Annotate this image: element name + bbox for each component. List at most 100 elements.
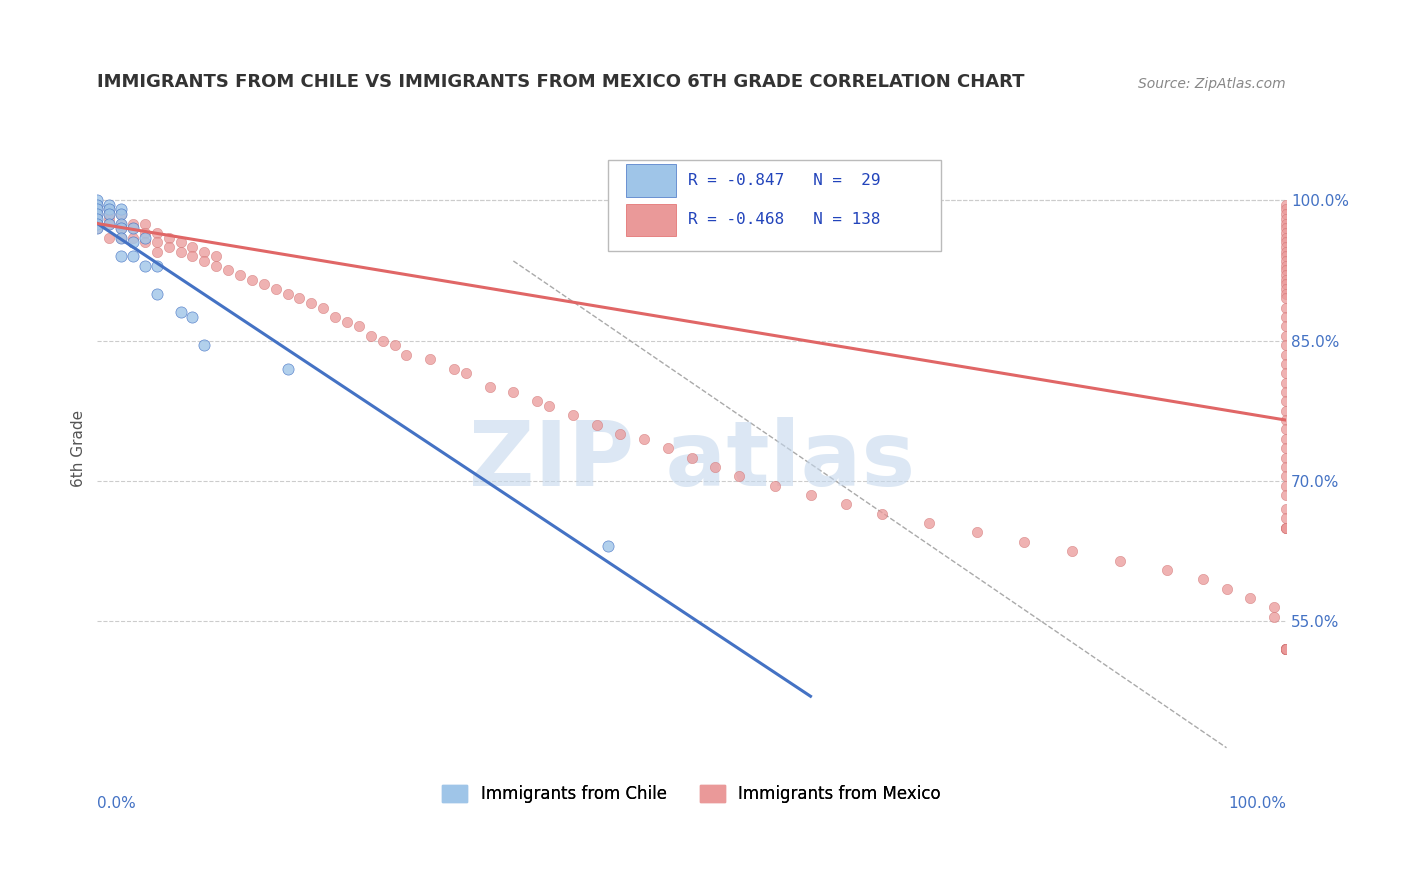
Point bbox=[86, 207, 108, 221]
Point bbox=[205, 259, 228, 273]
Point bbox=[312, 301, 335, 315]
Point bbox=[86, 207, 108, 221]
Point bbox=[1275, 478, 1298, 492]
Point bbox=[122, 235, 145, 250]
Point bbox=[146, 286, 169, 301]
Point bbox=[454, 367, 477, 381]
Point bbox=[253, 277, 276, 292]
Point bbox=[157, 230, 180, 244]
Point bbox=[181, 310, 204, 325]
Point bbox=[1275, 376, 1298, 390]
Point bbox=[1275, 273, 1298, 287]
Point bbox=[146, 244, 169, 259]
Point bbox=[122, 230, 145, 244]
Point bbox=[193, 254, 215, 268]
Point bbox=[1275, 642, 1298, 657]
Point bbox=[1275, 240, 1298, 254]
Point bbox=[86, 198, 108, 212]
Point bbox=[146, 226, 169, 240]
Point bbox=[1275, 301, 1298, 315]
Point bbox=[277, 286, 299, 301]
Point bbox=[122, 221, 145, 235]
Point bbox=[1275, 249, 1298, 263]
Point bbox=[1275, 221, 1298, 235]
Point bbox=[371, 334, 394, 348]
Point bbox=[1275, 642, 1298, 657]
Point bbox=[1275, 259, 1298, 273]
Point bbox=[98, 202, 121, 217]
Point bbox=[384, 338, 406, 352]
Point bbox=[1275, 642, 1298, 657]
Point bbox=[336, 315, 359, 329]
Point bbox=[1275, 521, 1298, 535]
Point bbox=[443, 361, 465, 376]
Point bbox=[98, 207, 121, 221]
Point bbox=[1275, 263, 1298, 277]
Point bbox=[561, 409, 583, 423]
Point bbox=[1275, 459, 1298, 474]
Point bbox=[86, 221, 108, 235]
Point bbox=[1275, 413, 1298, 427]
Point bbox=[799, 488, 821, 502]
Point bbox=[598, 540, 620, 554]
Point bbox=[110, 202, 132, 217]
Point bbox=[264, 282, 287, 296]
Point bbox=[1275, 488, 1298, 502]
Point bbox=[217, 263, 239, 277]
Point bbox=[98, 202, 121, 217]
Point bbox=[1275, 422, 1298, 436]
Text: ZIP atlas: ZIP atlas bbox=[468, 417, 915, 505]
Point bbox=[134, 217, 156, 231]
Point bbox=[134, 235, 156, 250]
Point bbox=[1275, 235, 1298, 250]
Text: Source: ZipAtlas.com: Source: ZipAtlas.com bbox=[1139, 77, 1286, 91]
Point bbox=[110, 221, 132, 235]
Point bbox=[1275, 642, 1298, 657]
Point bbox=[169, 235, 191, 250]
Point bbox=[1275, 230, 1298, 244]
Point bbox=[1108, 553, 1130, 567]
Point bbox=[1275, 432, 1298, 446]
Point bbox=[146, 259, 169, 273]
Point bbox=[1275, 441, 1298, 455]
Point bbox=[763, 478, 786, 492]
Y-axis label: 6th Grade: 6th Grade bbox=[72, 409, 86, 487]
Point bbox=[193, 244, 215, 259]
Point bbox=[728, 469, 751, 483]
Point bbox=[1275, 642, 1298, 657]
Point bbox=[277, 361, 299, 376]
Point bbox=[122, 249, 145, 263]
Point bbox=[86, 221, 108, 235]
Point bbox=[1275, 367, 1298, 381]
Point bbox=[1275, 642, 1298, 657]
Point bbox=[526, 394, 548, 409]
Point bbox=[1275, 642, 1298, 657]
Point bbox=[1215, 582, 1237, 596]
Point bbox=[205, 249, 228, 263]
Point bbox=[1275, 198, 1298, 212]
Point bbox=[1275, 502, 1298, 516]
Point bbox=[918, 516, 941, 530]
Point bbox=[1275, 310, 1298, 325]
Point bbox=[1275, 384, 1298, 399]
Point bbox=[1275, 217, 1298, 231]
Point bbox=[157, 240, 180, 254]
Point bbox=[1275, 348, 1298, 362]
Point bbox=[1275, 403, 1298, 417]
Point bbox=[1014, 534, 1036, 549]
Point bbox=[1263, 609, 1285, 624]
Point bbox=[169, 244, 191, 259]
Point bbox=[134, 226, 156, 240]
Point bbox=[86, 217, 108, 231]
Point bbox=[98, 217, 121, 231]
Point bbox=[122, 221, 145, 235]
Point bbox=[1275, 211, 1298, 226]
Point bbox=[110, 230, 132, 244]
Point bbox=[585, 417, 607, 432]
Point bbox=[478, 380, 501, 394]
Point bbox=[1275, 244, 1298, 259]
Point bbox=[1275, 642, 1298, 657]
Point bbox=[1060, 544, 1083, 558]
Point bbox=[86, 202, 108, 217]
Point bbox=[502, 384, 524, 399]
